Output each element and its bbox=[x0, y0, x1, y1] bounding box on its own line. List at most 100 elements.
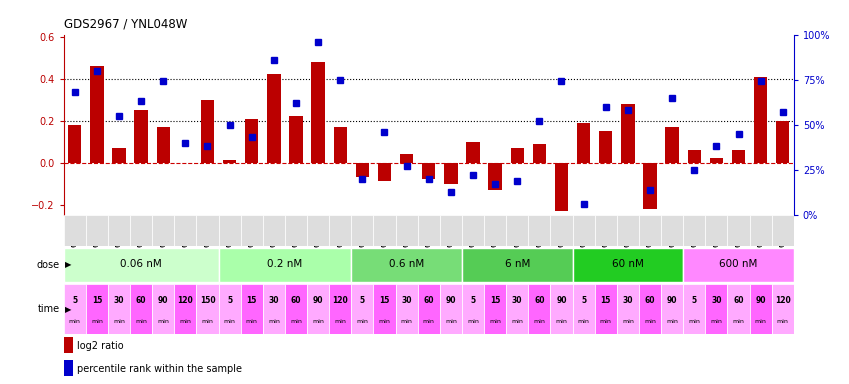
Bar bbox=[422, 162, 436, 179]
Bar bbox=[750, 284, 772, 334]
Text: 6 nM: 6 nM bbox=[504, 259, 530, 269]
Text: 60: 60 bbox=[644, 296, 655, 305]
Text: 120: 120 bbox=[332, 296, 348, 305]
Bar bbox=[64, 248, 218, 282]
Bar bbox=[378, 162, 391, 182]
Bar bbox=[64, 337, 72, 353]
Bar bbox=[396, 284, 418, 334]
Bar bbox=[621, 104, 634, 162]
Text: 90: 90 bbox=[756, 296, 766, 305]
Bar bbox=[440, 215, 462, 246]
Bar bbox=[683, 248, 794, 282]
Bar bbox=[86, 215, 108, 246]
Bar bbox=[267, 74, 280, 162]
Bar bbox=[285, 284, 307, 334]
Bar bbox=[196, 215, 218, 246]
Bar bbox=[594, 284, 617, 334]
Bar bbox=[351, 215, 374, 246]
Bar bbox=[86, 284, 108, 334]
Text: min: min bbox=[644, 319, 656, 324]
Text: 60: 60 bbox=[534, 296, 544, 305]
Bar bbox=[356, 162, 369, 177]
Bar bbox=[666, 127, 678, 162]
Bar bbox=[577, 123, 590, 162]
Bar bbox=[488, 162, 502, 190]
Bar bbox=[108, 215, 130, 246]
Bar bbox=[440, 284, 462, 334]
Bar bbox=[245, 119, 258, 162]
Text: min: min bbox=[666, 319, 678, 324]
Text: min: min bbox=[113, 319, 125, 324]
Bar bbox=[218, 215, 240, 246]
Bar bbox=[462, 215, 484, 246]
Text: min: min bbox=[201, 319, 213, 324]
Text: min: min bbox=[423, 319, 435, 324]
Bar bbox=[728, 284, 750, 334]
Bar bbox=[639, 215, 661, 246]
Text: 150: 150 bbox=[200, 296, 216, 305]
Bar bbox=[572, 284, 594, 334]
Bar bbox=[728, 215, 750, 246]
Text: 600 nM: 600 nM bbox=[719, 259, 757, 269]
Bar bbox=[196, 284, 218, 334]
Bar bbox=[484, 215, 506, 246]
Bar bbox=[661, 215, 683, 246]
Bar bbox=[90, 66, 104, 162]
Text: 30: 30 bbox=[268, 296, 279, 305]
Bar bbox=[772, 215, 794, 246]
Bar bbox=[532, 144, 546, 162]
Text: min: min bbox=[290, 319, 302, 324]
Text: min: min bbox=[467, 319, 479, 324]
Bar bbox=[683, 215, 706, 246]
Bar bbox=[572, 215, 594, 246]
Text: 15: 15 bbox=[246, 296, 257, 305]
Text: 0.2 nM: 0.2 nM bbox=[267, 259, 302, 269]
Bar bbox=[617, 215, 639, 246]
Text: 90: 90 bbox=[446, 296, 456, 305]
Text: 90: 90 bbox=[556, 296, 567, 305]
Bar bbox=[688, 150, 701, 162]
Text: min: min bbox=[711, 319, 722, 324]
Text: ▶: ▶ bbox=[65, 260, 72, 270]
Bar bbox=[750, 215, 772, 246]
Bar bbox=[528, 215, 550, 246]
Bar bbox=[776, 121, 790, 162]
Text: 60 nM: 60 nM bbox=[612, 259, 644, 269]
Text: min: min bbox=[599, 319, 611, 324]
Text: min: min bbox=[733, 319, 745, 324]
Bar bbox=[374, 284, 396, 334]
Bar bbox=[174, 215, 196, 246]
Text: 60: 60 bbox=[734, 296, 744, 305]
Bar bbox=[550, 215, 572, 246]
Bar bbox=[156, 127, 170, 162]
Text: min: min bbox=[777, 319, 789, 324]
Bar bbox=[307, 284, 329, 334]
Text: 5: 5 bbox=[581, 296, 586, 305]
Text: min: min bbox=[135, 319, 147, 324]
Text: min: min bbox=[622, 319, 634, 324]
Bar bbox=[639, 284, 661, 334]
Text: 90: 90 bbox=[313, 296, 323, 305]
Bar bbox=[218, 284, 240, 334]
Bar bbox=[68, 125, 82, 162]
Bar bbox=[240, 215, 263, 246]
Text: 60: 60 bbox=[290, 296, 301, 305]
Bar bbox=[64, 360, 72, 376]
Text: min: min bbox=[379, 319, 391, 324]
Bar bbox=[594, 215, 617, 246]
Text: 0.06 nM: 0.06 nM bbox=[121, 259, 162, 269]
Bar bbox=[307, 215, 329, 246]
Bar bbox=[351, 284, 374, 334]
Bar bbox=[263, 284, 285, 334]
Bar bbox=[617, 284, 639, 334]
Text: min: min bbox=[555, 319, 567, 324]
Bar bbox=[112, 148, 126, 162]
Text: 60: 60 bbox=[424, 296, 434, 305]
Bar bbox=[683, 284, 706, 334]
Text: 30: 30 bbox=[512, 296, 522, 305]
Bar bbox=[555, 162, 568, 211]
Text: 15: 15 bbox=[380, 296, 390, 305]
Bar bbox=[706, 284, 728, 334]
Text: min: min bbox=[357, 319, 368, 324]
Bar bbox=[312, 62, 325, 162]
